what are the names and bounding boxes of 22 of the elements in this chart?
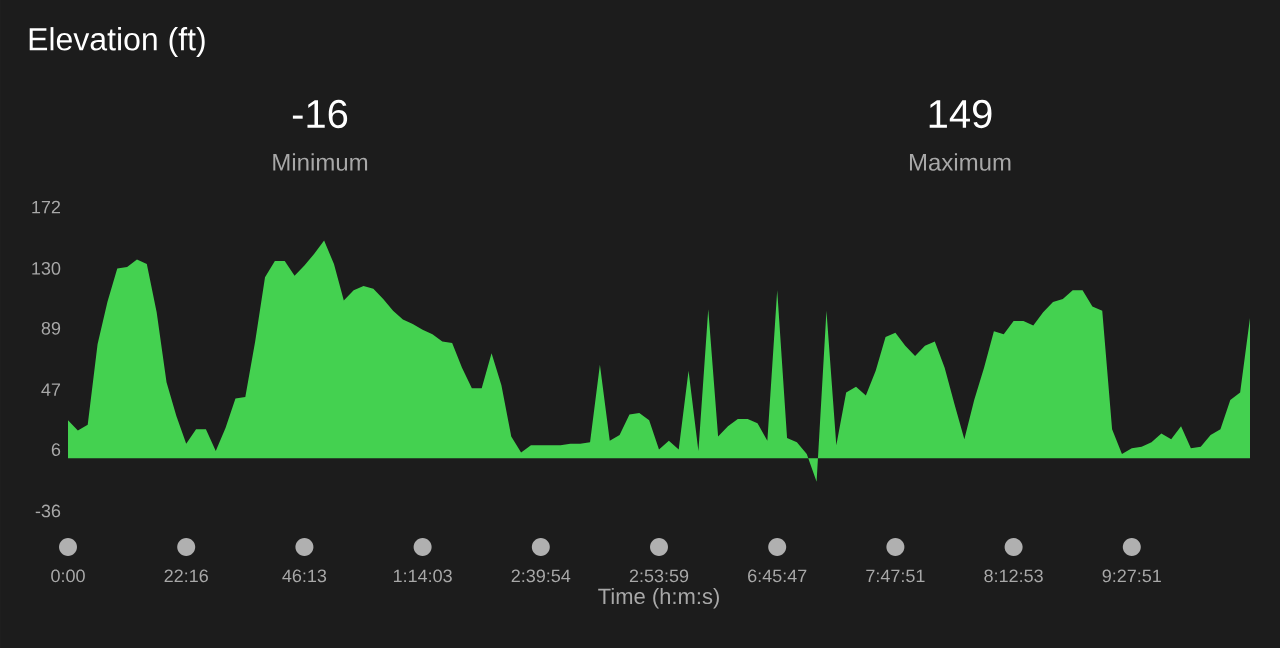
text: Minimum — [273, 153, 368, 171]
text: Maximum — [909, 153, 1011, 171]
y-tick-label: 47 — [41, 383, 61, 396]
x-tick-label: 1:14:03 — [393, 569, 452, 583]
x-tick-label: 7:47:51 — [866, 569, 925, 583]
x-tick-label: 2:39:54 — [511, 569, 571, 583]
x-tick-label: 6:45:47 — [748, 569, 807, 583]
y-tick-label: 172 — [32, 200, 61, 214]
x-tick-label: 8:12:53 — [984, 569, 1043, 583]
x-tick-label: 0:00 — [51, 569, 85, 583]
x-tick-label: 9:27:51 — [1102, 569, 1161, 583]
x-tick-label: 2:53:59 — [629, 569, 689, 583]
y-tick-label: -36 — [35, 504, 61, 518]
text: -16 — [292, 99, 348, 129]
x-axis-title: Time (h:m:s) — [598, 587, 719, 609]
text: 149 — [929, 99, 992, 129]
y-tick-label: 6 — [51, 443, 61, 456]
chart-title: Elevation (ft) — [29, 27, 205, 57]
x-tick-label: 22:16 — [164, 569, 208, 583]
x-tick-label: 46:13 — [282, 569, 327, 583]
y-tick-label: 89 — [41, 321, 61, 335]
y-tick-label: 130 — [32, 261, 61, 275]
